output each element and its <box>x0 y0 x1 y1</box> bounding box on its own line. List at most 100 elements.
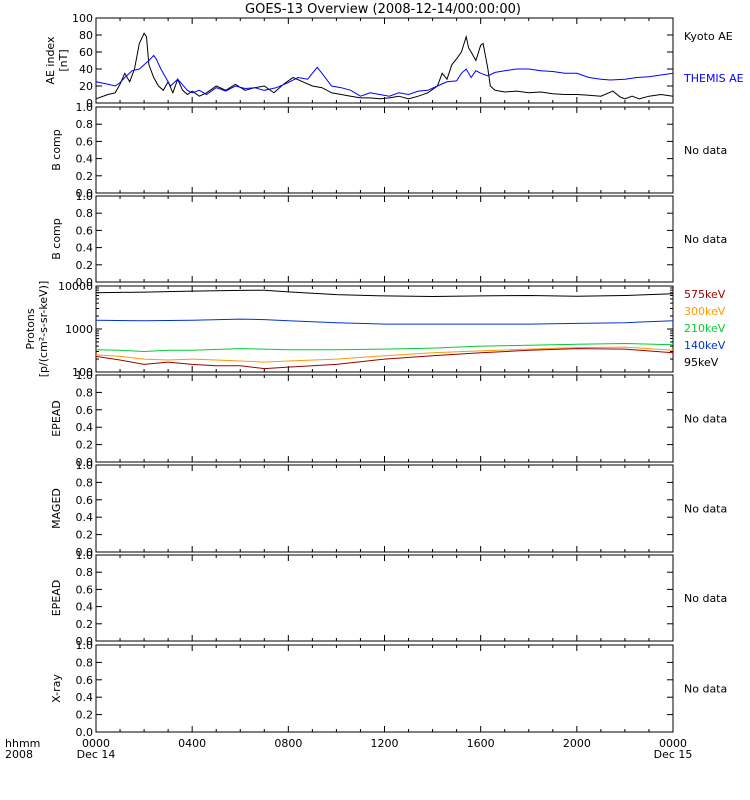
x-tick-date: Dec 14 <box>77 748 116 761</box>
panel-frame <box>95 106 674 194</box>
no-data-label: No data <box>684 144 727 157</box>
legend-entry: 575keV <box>684 288 726 301</box>
no-data-label: No data <box>684 503 727 516</box>
x-tick-date: Dec 15 <box>654 748 693 761</box>
y-tick-label: 60 <box>79 46 93 59</box>
series-line-140kev <box>95 318 674 325</box>
panel-bcomp1: 0.0 0.2 0.4 0.6 0.8 1.0 B comp No data <box>50 101 727 200</box>
no-data-label: No data <box>684 683 727 696</box>
y-tick-label: 1000 <box>65 323 93 336</box>
y-tick-label: 0.0 <box>76 635 94 648</box>
legend-entry: 140keV <box>684 339 726 352</box>
y-tick-label: 1.0 <box>76 101 94 114</box>
y-tick-label: 0.4 <box>76 691 94 704</box>
panel-frame <box>95 464 674 553</box>
y-axis-label: MAGED <box>50 488 63 529</box>
series-line-themis-ae <box>95 54 674 97</box>
y-axis-label: EPEAD <box>50 580 63 617</box>
panel-frame <box>95 195 674 283</box>
y-tick-label: 0.0 <box>76 456 94 469</box>
panel-epead2: 0.0 0.2 0.4 0.6 0.8 1.0 EPEAD No data <box>50 549 727 648</box>
y-axis-label: X-ray <box>50 674 63 703</box>
y-tick-label: 0.8 <box>76 476 94 489</box>
x-tick-label: 0000 <box>82 737 110 750</box>
y-axis-label: EPEAD <box>50 400 63 437</box>
y-tick-label: 10000 <box>58 280 93 293</box>
x-tick-label: 2000 <box>563 737 591 750</box>
y-tick-label: 0.8 <box>76 207 94 220</box>
x-tick-label: 0400 <box>178 737 206 750</box>
y-tick-label: 0.2 <box>76 259 94 272</box>
legend: Kyoto AE THEMIS AE <box>683 30 744 85</box>
x-row-label: 2008 <box>5 748 33 761</box>
legend-entry: 95keV <box>684 356 719 369</box>
y-tick-label: 0.2 <box>76 709 94 722</box>
y-tick-label: 0.6 <box>76 583 94 596</box>
series-line-210kev <box>95 342 674 353</box>
y-tick-label: 0.2 <box>76 439 94 452</box>
y-tick-label: 0.0 <box>76 187 94 200</box>
no-data-label: No data <box>684 233 727 246</box>
y-tick-label: 0.0 <box>76 726 94 739</box>
panel-protons: 100 1000 10000 Protons [p/(cm²-s-sr-keV)] 95k… <box>24 280 726 379</box>
series-line-95kev <box>95 289 674 298</box>
legend-entry: Kyoto AE <box>684 30 733 43</box>
panel-frame <box>95 644 674 733</box>
y-tick-label: 0.6 <box>76 224 94 237</box>
x-tick-label: 1600 <box>467 737 495 750</box>
y-axis-label: [p/(cm²-s-sr-keV)] <box>37 281 50 378</box>
y-axis-label: B comp <box>50 129 63 171</box>
y-tick-label: 0.6 <box>76 404 94 417</box>
y-tick-label: 0.4 <box>76 421 94 434</box>
y-tick-label: 0.2 <box>76 618 94 631</box>
y-axis-label: Protons <box>24 308 37 349</box>
panel-frame <box>95 374 674 463</box>
panel-xray: 0.0 0.2 0.4 0.6 0.8 1.0 X-ray No data <box>50 639 727 739</box>
panels: 0 20 40 60 80 100 AE index [nT] Kyoto AE THEMIS A… <box>24 12 744 739</box>
y-tick-label: 0.8 <box>76 118 94 131</box>
y-axis-label: B comp <box>50 218 63 260</box>
y-tick-label: 0.8 <box>76 386 94 399</box>
y-tick-label: 0.8 <box>76 656 94 669</box>
y-tick-label: 20 <box>79 80 93 93</box>
no-data-label: No data <box>684 592 727 605</box>
y-tick-label: 0.6 <box>76 494 94 507</box>
x-tick-label: 0800 <box>274 737 302 750</box>
series-line-575kev <box>95 348 674 370</box>
panel-epead1: 0.0 0.2 0.4 0.6 0.8 1.0 EPEAD No data <box>50 369 727 469</box>
no-data-label: No data <box>684 413 727 426</box>
y-tick-label: 1.0 <box>76 190 94 203</box>
y-axis-label: [nT] <box>57 49 70 71</box>
y-tick-label: 0.2 <box>76 529 94 542</box>
y-tick-label: 40 <box>79 63 93 76</box>
y-tick-label: 1.0 <box>76 549 94 562</box>
y-tick-label: 100 <box>72 366 93 379</box>
y-tick-label: 0 <box>86 97 93 110</box>
legend-entry: THEMIS AE <box>683 72 744 85</box>
legend-entry: 210keV <box>684 322 726 335</box>
y-tick-label: 80 <box>79 29 93 42</box>
panel-maged: 0.0 0.2 0.4 0.6 0.8 1.0 MAGED No data <box>50 459 727 559</box>
y-tick-label: 0.8 <box>76 566 94 579</box>
y-tick-label: 1.0 <box>76 369 94 382</box>
y-tick-label: 0.6 <box>76 674 94 687</box>
y-tick-label: 0.4 <box>76 153 94 166</box>
y-tick-label: 0.4 <box>76 511 94 524</box>
y-tick-label: 0.2 <box>76 170 94 183</box>
x-tick-label: 0000 <box>659 737 687 750</box>
y-tick-label: 0.6 <box>76 135 94 148</box>
legend: 95keV 140keV 210keV 300keV 575keV <box>684 288 726 369</box>
x-row-label: hhmm <box>5 737 40 750</box>
series-line-kyoto-ae <box>95 32 674 100</box>
panel-bcomp2: 0.0 0.2 0.4 0.6 0.8 1.0 B comp No data <box>50 190 727 289</box>
y-tick-label: 1.0 <box>76 459 94 472</box>
y-tick-label: 1.0 <box>76 639 94 652</box>
panel-ae: 0 20 40 60 80 100 AE index [nT] Kyoto AE THEMIS A… <box>44 12 744 110</box>
figure-title: GOES-13 Overview (2008-12-14/00:00:00) <box>245 2 521 17</box>
y-axis-label: AE index <box>44 36 57 85</box>
y-tick-label: 100 <box>72 12 93 25</box>
y-tick-label: 0.0 <box>76 276 94 289</box>
legend-entry: 300keV <box>684 305 726 318</box>
